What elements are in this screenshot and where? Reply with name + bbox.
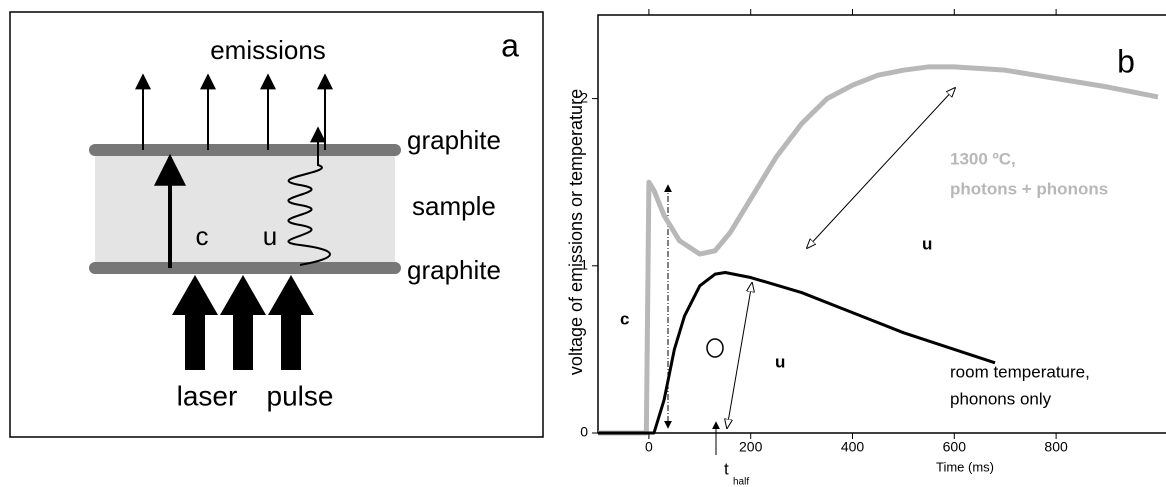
- annotation: u: [775, 352, 785, 371]
- plot-frame: [597, 14, 1166, 434]
- panel-label: b: [1117, 43, 1135, 79]
- panel-a: emissions a graphite sample graphite c u…: [9, 11, 544, 438]
- series-line: [598, 64, 1159, 436]
- annotation: 1300 ºC,: [950, 149, 1016, 168]
- label: sample: [412, 191, 496, 221]
- x-axis-label: Time (ms): [936, 459, 994, 474]
- label: emissions: [210, 35, 326, 65]
- series-line: [598, 270, 996, 435]
- label: graphite: [407, 255, 501, 285]
- label: u: [263, 221, 277, 251]
- x-tick-label: 200: [739, 439, 763, 455]
- panel-label: a: [501, 27, 519, 63]
- annotation: photons + phonons: [950, 179, 1108, 198]
- laser-arrows: [172, 275, 314, 370]
- y-tick-label: 0: [580, 424, 588, 440]
- x-tick-label: 0: [645, 439, 653, 455]
- x-tick-label: 400: [841, 439, 865, 455]
- label: c: [196, 221, 209, 251]
- u-arrow: [807, 88, 955, 248]
- annotation: t: [724, 459, 729, 478]
- emission-arrows: [135, 73, 333, 150]
- t-half-marker: [706, 338, 724, 358]
- annotation: phonons only: [950, 389, 1052, 408]
- annotation: half: [733, 477, 749, 487]
- annotation: u: [922, 234, 932, 253]
- label: laser: [177, 380, 238, 411]
- annotation: c: [620, 309, 629, 328]
- sample-layer: [95, 150, 395, 268]
- label: pulse: [267, 380, 334, 411]
- label: graphite: [407, 125, 501, 155]
- frame: [9, 11, 544, 438]
- panel-b: b Time (ms) voltage of emissions or temp…: [566, 9, 1166, 487]
- x-tick-label: 600: [943, 439, 967, 455]
- u-arrow: [727, 283, 752, 428]
- y-tick-label: 1: [580, 257, 588, 273]
- annotation: room temperature,: [950, 362, 1090, 381]
- u-spring: [287, 126, 331, 266]
- y-axis-label: voltage of emissions or temperature: [566, 89, 586, 375]
- x-tick-label: 800: [1044, 439, 1068, 455]
- y-tick-label: 2: [580, 89, 588, 105]
